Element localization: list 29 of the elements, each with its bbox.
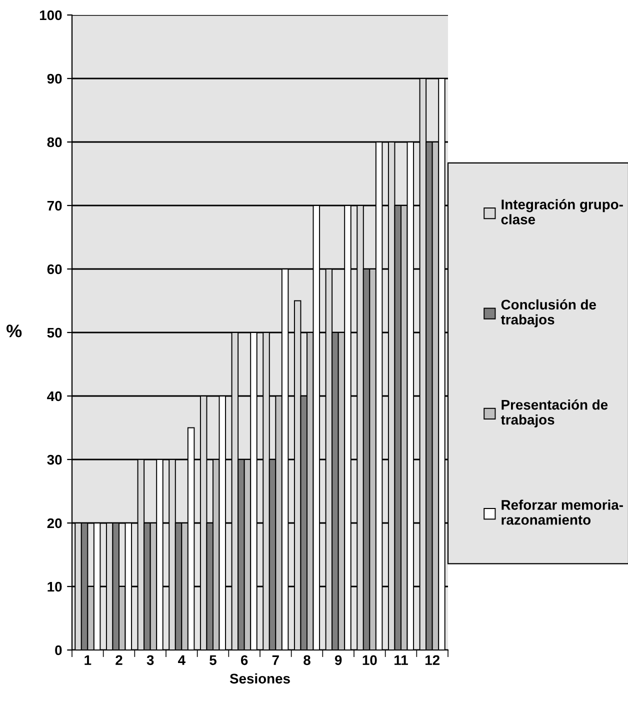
y-tick-label: 30 — [47, 454, 62, 465]
y-tick-label: 20 — [47, 518, 62, 528]
x-tick-label: 6 — [240, 655, 248, 666]
x-tick-label: 11 — [394, 655, 408, 665]
y-tick-label: 50 — [47, 328, 62, 338]
y-tick-label: 60 — [47, 264, 62, 274]
legend-label: Presentación de trabajos — [500, 399, 608, 428]
x-axis-title: Sesiones — [230, 673, 290, 684]
x-tick-label: 9 — [334, 655, 342, 666]
y-tick-label: 100 — [40, 10, 62, 20]
x-tick-label: 5 — [210, 655, 216, 666]
x-tick-label: 8 — [304, 655, 310, 666]
legend-label: Integración grupo-clase — [501, 199, 623, 224]
y-tick-label: 0 — [55, 645, 62, 656]
x-tick-label: 4 — [178, 655, 186, 665]
legend-label: Conclusión de trabajos — [500, 299, 596, 328]
legend-label: Reforzar memoria-razonamiento — [502, 500, 623, 525]
x-tick-label: 2 — [116, 655, 122, 665]
y-axis-title: % — [6, 324, 22, 338]
x-tick-label: 12 — [425, 655, 440, 665]
x-tick-label: 3 — [146, 655, 154, 666]
y-tick-label: 40 — [47, 391, 62, 402]
y-tick-label: 90 — [47, 74, 62, 84]
x-tick-label: 7 — [272, 655, 279, 665]
y-tick-label: 10 — [48, 582, 62, 592]
x-tick-label: 10 — [362, 655, 377, 666]
y-tick-label: 70 — [47, 200, 62, 211]
y-tick-label: 80 — [47, 137, 62, 148]
x-tick-label: 1 — [84, 655, 92, 665]
